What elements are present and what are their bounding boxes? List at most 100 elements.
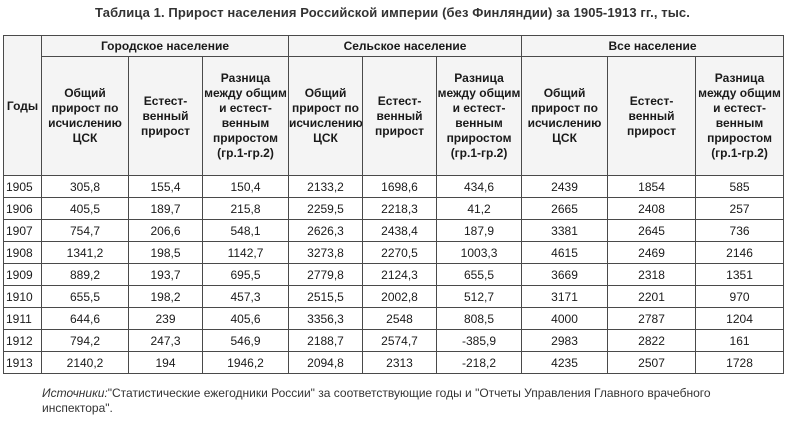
value-cell: 2313 bbox=[362, 351, 438, 374]
header-all-total-growth: Общий прирост по исчислению ЦСК bbox=[521, 56, 609, 176]
table-title: Таблица 1. Прирост населения Российской … bbox=[95, 5, 690, 20]
value-cell: 2140,2 bbox=[41, 351, 129, 374]
header-years: Годы bbox=[3, 35, 42, 176]
value-cell: 239 bbox=[128, 307, 203, 330]
value-cell: 2318 bbox=[607, 263, 697, 286]
value-cell: 206,6 bbox=[128, 219, 203, 242]
source-text: "Статистические ежегодники России" за со… bbox=[42, 386, 711, 415]
value-cell: 2188,7 bbox=[288, 329, 364, 352]
header-rural-difference: Разница между общим и естест-венным прир… bbox=[436, 56, 523, 176]
value-cell: 808,5 bbox=[436, 307, 523, 330]
value-cell: 434,6 bbox=[436, 175, 523, 198]
value-cell: 4000 bbox=[521, 307, 609, 330]
table-row: 1912 794,2 247,3 546,9 2188,7 2574,7 -385,9 298… bbox=[3, 329, 785, 352]
value-cell: 889,2 bbox=[41, 263, 129, 286]
value-cell: 1728 bbox=[695, 351, 785, 374]
value-cell: 198,2 bbox=[128, 285, 203, 308]
year-cell: 1905 bbox=[3, 175, 42, 198]
value-cell: -385,9 bbox=[436, 329, 523, 352]
value-cell: 3669 bbox=[521, 263, 609, 286]
header-urban-total-growth: Общий прирост по исчислению ЦСК bbox=[41, 56, 129, 176]
value-cell: 305,8 bbox=[41, 175, 129, 198]
value-cell: 155,4 bbox=[128, 175, 203, 198]
header-group-total: Все население bbox=[521, 35, 785, 57]
value-cell: 2787 bbox=[607, 307, 697, 330]
value-cell: 3171 bbox=[521, 285, 609, 308]
value-cell: 2270,5 bbox=[362, 241, 438, 264]
value-cell: 512,7 bbox=[436, 285, 523, 308]
value-cell: 2218,3 bbox=[362, 197, 438, 220]
table-row: 1908 1341,2 198,5 1142,7 3273,8 2270,5 1003,3 4… bbox=[3, 241, 785, 264]
year-cell: 1913 bbox=[3, 351, 42, 374]
value-cell: 2002,8 bbox=[362, 285, 438, 308]
value-cell: 2645 bbox=[607, 219, 697, 242]
value-cell: 194 bbox=[128, 351, 203, 374]
value-cell: 695,5 bbox=[201, 263, 290, 286]
year-cell: 1906 bbox=[3, 197, 42, 220]
value-cell: 754,7 bbox=[41, 219, 129, 242]
value-cell: 1854 bbox=[607, 175, 697, 198]
value-cell: 794,2 bbox=[41, 329, 129, 352]
value-cell: 150,4 bbox=[201, 175, 290, 198]
value-cell: 2146 bbox=[695, 241, 785, 264]
value-cell: 2822 bbox=[607, 329, 697, 352]
value-cell: 3273,8 bbox=[288, 241, 364, 264]
value-cell: 257 bbox=[695, 197, 785, 220]
value-cell: 644,6 bbox=[41, 307, 129, 330]
value-cell: 4615 bbox=[521, 241, 609, 264]
value-cell: 2507 bbox=[607, 351, 697, 374]
value-cell: 3381 bbox=[521, 219, 609, 242]
year-cell: 1909 bbox=[3, 263, 42, 286]
value-cell: 2124,3 bbox=[362, 263, 438, 286]
table-row: 1910 655,5 198,2 457,3 2515,5 2002,8 512,7 3171… bbox=[3, 285, 785, 308]
value-cell: 2469 bbox=[607, 241, 697, 264]
value-cell: 2574,7 bbox=[362, 329, 438, 352]
header-urban-difference: Разница между общим и естест-венным прир… bbox=[201, 56, 290, 176]
table-row: 1907 754,7 206,6 548,1 2626,3 2438,4 187,9 3381… bbox=[3, 219, 785, 242]
value-cell: 2548 bbox=[362, 307, 438, 330]
value-cell: 1698,6 bbox=[362, 175, 438, 198]
value-cell: 2094,8 bbox=[288, 351, 364, 374]
value-cell: 247,3 bbox=[128, 329, 203, 352]
value-cell: 405,6 bbox=[201, 307, 290, 330]
value-cell: 2779,8 bbox=[288, 263, 364, 286]
value-cell: 2438,4 bbox=[362, 219, 438, 242]
value-cell: 1204 bbox=[695, 307, 785, 330]
table-row: 1909 889,2 193,7 695,5 2779,8 2124,3 655,5 3669… bbox=[3, 263, 785, 286]
header-row-subcolumns: Общий прирост по исчислению ЦСК Естест-в… bbox=[4, 56, 785, 176]
header-rural-total-growth: Общий прирост по исчислению ЦСК bbox=[288, 56, 364, 176]
value-cell: 1351 bbox=[695, 263, 785, 286]
value-cell: 548,1 bbox=[201, 219, 290, 242]
value-cell: 3356,3 bbox=[288, 307, 364, 330]
value-cell: 198,5 bbox=[128, 241, 203, 264]
header-group-rural: Сельское население bbox=[288, 35, 523, 57]
value-cell: 655,5 bbox=[436, 263, 523, 286]
value-cell: 4235 bbox=[521, 351, 609, 374]
table-row: 1905 305,8 155,4 150,4 2133,2 1698,6 434,6 2439… bbox=[3, 175, 785, 198]
value-cell: 1142,7 bbox=[201, 241, 290, 264]
value-cell: 41,2 bbox=[436, 197, 523, 220]
year-cell: 1912 bbox=[3, 329, 42, 352]
table-body: 1905 305,8 155,4 150,4 2133,2 1698,6 434,6 2439… bbox=[3, 175, 785, 374]
value-cell: 546,9 bbox=[201, 329, 290, 352]
header-all-natural-growth: Естест-венный прирост bbox=[607, 56, 697, 176]
value-cell: 2626,3 bbox=[288, 219, 364, 242]
table-row: 1911 644,6 239 405,6 3356,3 2548 808,5 4000 2787… bbox=[3, 307, 785, 330]
value-cell: 2515,5 bbox=[288, 285, 364, 308]
value-cell: 1946,2 bbox=[201, 351, 290, 374]
year-cell: 1908 bbox=[3, 241, 42, 264]
value-cell: 2983 bbox=[521, 329, 609, 352]
value-cell: 1003,3 bbox=[436, 241, 523, 264]
value-cell: 970 bbox=[695, 285, 785, 308]
value-cell: 161 bbox=[695, 329, 785, 352]
value-cell: 2439 bbox=[521, 175, 609, 198]
value-cell: 2665 bbox=[521, 197, 609, 220]
table-row: 1913 2140,2 194 1946,2 2094,8 2313 -218,2 4235 2… bbox=[3, 351, 785, 374]
value-cell: 457,3 bbox=[201, 285, 290, 308]
header-urban-natural-growth: Естест-венный прирост bbox=[128, 56, 203, 176]
value-cell: 585 bbox=[695, 175, 785, 198]
header-group-urban: Городское население bbox=[40, 35, 290, 57]
source-note: Источники:"Статистические ежегодники Рос… bbox=[42, 386, 742, 416]
header-row-groups: Годы Городское население Сельское населе… bbox=[3, 35, 785, 176]
value-cell: -218,2 bbox=[436, 351, 523, 374]
